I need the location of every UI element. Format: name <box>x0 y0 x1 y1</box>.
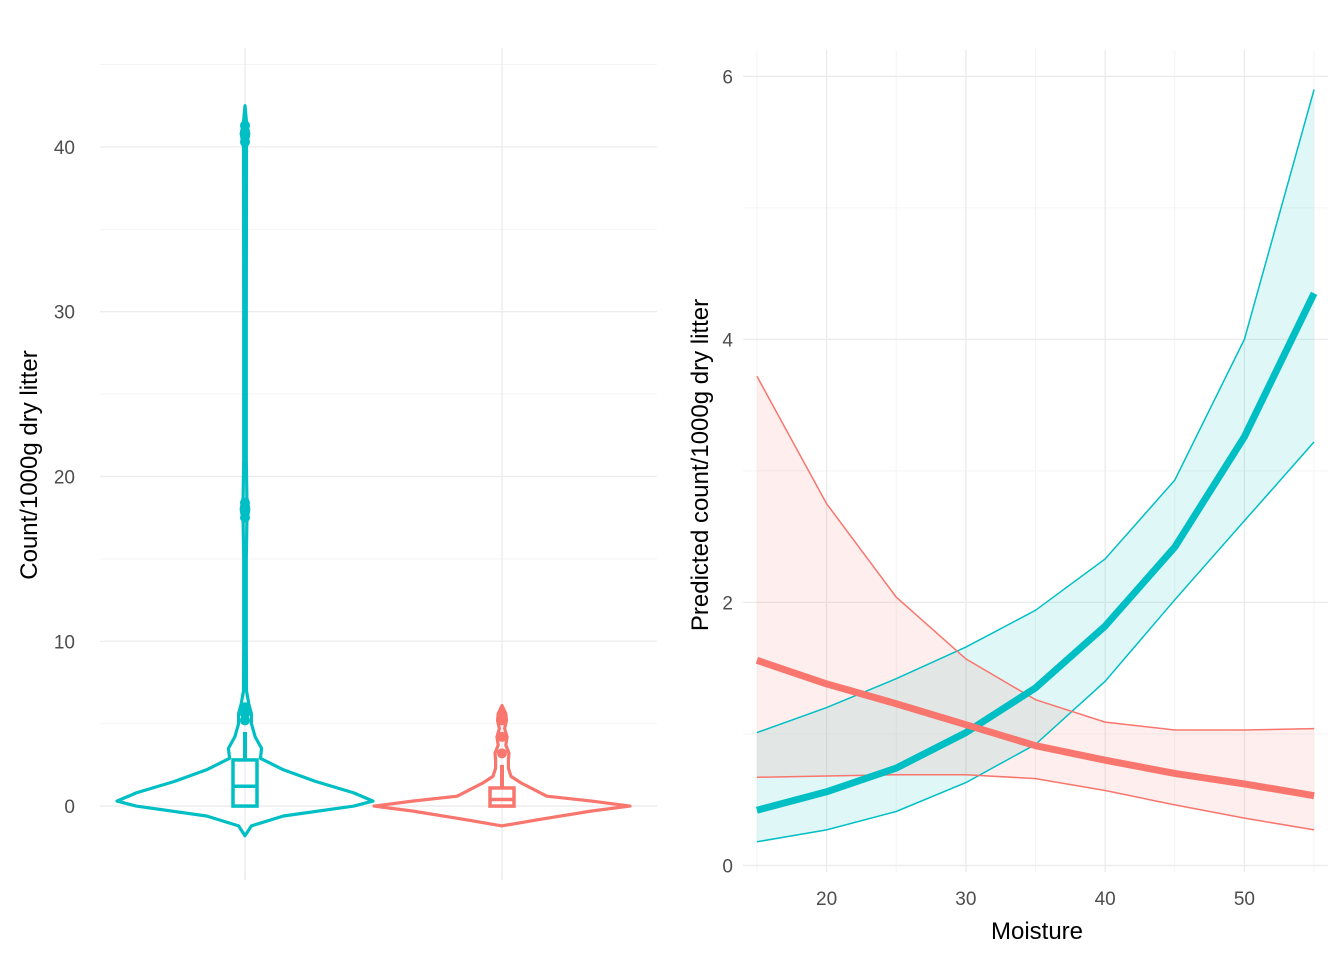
box-outlier <box>497 748 507 759</box>
violin-gridlines <box>100 48 657 880</box>
box-outlier <box>240 120 250 131</box>
ribbon-lower-line <box>756 773 1315 831</box>
box-rect <box>488 786 516 808</box>
fitted-line <box>755 656 1315 800</box>
prediction-y-tick-label: 4 <box>722 330 733 351</box>
prediction-x-tick-label: 20 <box>816 889 837 910</box>
prediction-gridlines <box>743 50 1328 872</box>
prediction-tick-labels: 20 30 40 50 0 2 4 6 <box>722 67 1255 910</box>
violin-y-tick-label: 30 <box>54 303 75 324</box>
box-outlier <box>240 136 250 147</box>
fitted-line <box>756 291 1318 814</box>
box-outlier <box>240 512 250 523</box>
ribbon-upper-line <box>756 375 1315 731</box>
prediction-y-tick-label: 2 <box>722 593 733 614</box>
prediction-marks <box>755 89 1318 843</box>
prediction-panel: 20 30 40 50 0 2 4 6 Predicted count/1000g dry l… <box>687 50 1328 945</box>
prediction-y-axis-title: Predicted count/1000g dry litter <box>687 299 714 631</box>
prediction-x-tick-label: 50 <box>1234 889 1255 910</box>
violin-marks <box>115 104 632 838</box>
prediction-y-tick-label: 0 <box>722 856 733 877</box>
prediction-y-tick-label: 6 <box>722 67 733 88</box>
violin-y-tick-label: 0 <box>64 797 75 818</box>
violin-y-tick-labels: 0 10 20 30 40 <box>54 138 75 818</box>
violin-outline <box>115 104 375 838</box>
violin-panel: 0 10 20 30 40 Count/1000g dry litter <box>16 48 657 880</box>
prediction-x-tick-label: 40 <box>1095 889 1116 910</box>
violin-y-tick-label: 40 <box>54 138 75 159</box>
box-outlier <box>240 497 250 508</box>
violin-y-axis-title: Count/1000g dry litter <box>16 350 43 579</box>
box-outlier <box>240 128 250 139</box>
box-outlier <box>240 702 250 713</box>
box-outlier <box>497 731 507 742</box>
violin-y-tick-label: 10 <box>54 632 75 653</box>
violin-y-tick-label: 20 <box>54 467 75 488</box>
prediction-x-axis-title: Moisture <box>991 918 1083 945</box>
prediction-x-tick-label: 30 <box>955 889 976 910</box>
box-outlier <box>497 708 507 719</box>
box-rect <box>231 758 259 808</box>
ribbon-upper-line <box>756 89 1315 734</box>
confidence-ribbon <box>756 376 1315 830</box>
